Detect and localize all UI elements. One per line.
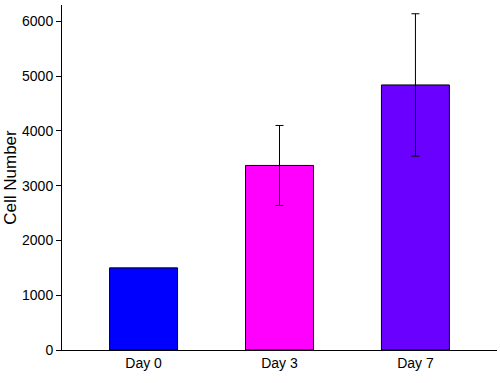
svg-text:6000: 6000 — [22, 13, 53, 29]
svg-text:2000: 2000 — [22, 232, 53, 248]
svg-text:Cell Number: Cell Number — [1, 130, 20, 225]
svg-text:Day 7: Day 7 — [397, 355, 434, 371]
svg-text:1000: 1000 — [22, 287, 53, 303]
svg-text:0: 0 — [45, 342, 53, 358]
svg-text:Day 3: Day 3 — [261, 355, 298, 371]
svg-text:Day 0: Day 0 — [125, 355, 162, 371]
svg-text:5000: 5000 — [22, 68, 53, 84]
svg-text:4000: 4000 — [22, 123, 53, 139]
svg-text:3000: 3000 — [22, 178, 53, 194]
